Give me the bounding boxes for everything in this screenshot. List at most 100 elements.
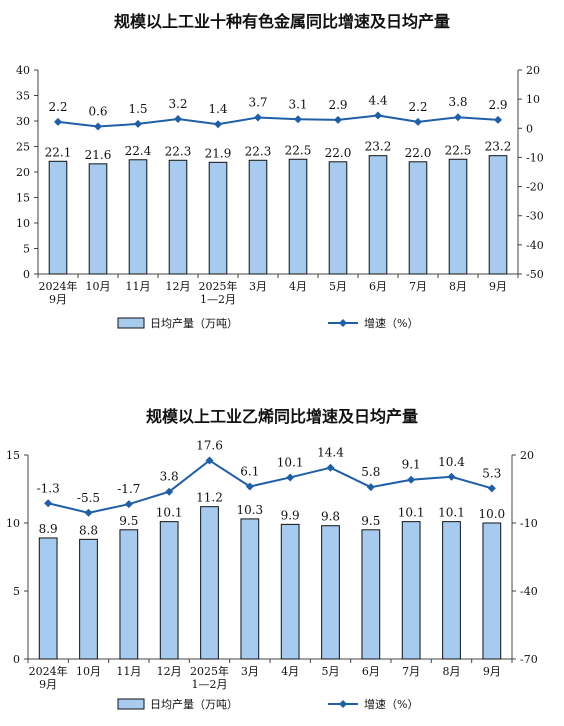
bar-data-label: 8.8 [79,523,98,537]
left-tick-label: 30 [16,115,30,128]
line-point [374,111,382,120]
line-data-label: 10.4 [438,455,465,469]
bar [119,529,139,660]
x-tick-label: 11月 [126,280,151,293]
bar-data-label: 10.1 [438,506,465,520]
chart-plot-nonferrous: 0 5 10 15 20 25 30 35 40 -50 -40 -30 -20 -10 0 10 20 2024… [16,64,544,330]
x-tick-label: 2024年 9月 [39,279,78,306]
x-tick-label: 11月 [116,665,141,678]
bar-data-label: 10.3 [236,503,263,517]
x-tick-label: 12月 [166,280,191,293]
right-tick-label: -10 [520,517,538,530]
line-data-label: 1.5 [128,102,147,116]
x-tick-label: 10月 [86,280,111,293]
bar-data-label: 10.1 [398,506,425,520]
x-tick-label: 2024年 9月 [29,664,68,691]
bar-data-label: 22.3 [245,144,272,158]
line-point [487,484,496,493]
bar [48,160,68,275]
line-data-label: 5.3 [482,466,501,480]
bar-data-label: 21.6 [85,148,112,162]
left-tick-label: 35 [16,90,30,103]
line-data-label: 14.4 [317,446,344,460]
line-data-label: 2.9 [328,98,347,112]
line-data-label: 10.1 [277,455,304,469]
line-point [174,114,182,123]
bar [79,538,98,660]
line-data-label: 9.1 [402,458,421,472]
bar [168,159,188,275]
line-point [54,117,62,126]
bar-data-label: 22.5 [285,143,312,157]
bar-data-label: 9.5 [119,514,138,528]
bar [88,163,108,275]
bar-data-label: 8.9 [39,522,58,536]
right-tick-label: -40 [520,585,538,598]
line-point [84,508,93,517]
right-tick-label: -70 [520,653,538,666]
right-tick-label: -20 [526,181,544,194]
chart-plot-ethylene: 0 5 10 15 -70 -40 -10 20 2024年 9月 10月 11月 12月 2025年 1—… [6,438,538,711]
x-tick-label: 6月 [362,665,380,678]
bar-data-label: 21.9 [205,146,232,160]
left-tick-label: 0 [13,653,20,666]
x-tick-label: 7月 [402,665,420,678]
bar [200,506,219,660]
bar [159,521,179,660]
x-tick-label: 2025年 1—2月 [199,279,238,306]
left-tick-label: 15 [16,192,30,205]
line-data-label: 3.2 [168,97,187,111]
x-tick-label: 9月 [483,665,501,678]
bar [248,159,268,275]
line-data-label: -1.7 [117,482,140,496]
bar [488,155,508,275]
legend-bar-swatch [117,698,145,710]
x-tick-label: 3月 [249,280,267,293]
bar [368,155,388,275]
line-data-label: 5.8 [361,465,380,479]
line-point [44,499,53,508]
bar-data-label: 9.9 [281,508,300,522]
left-tick-label: 5 [13,585,20,598]
line-data-label: -5.5 [77,491,100,505]
bar [321,525,340,660]
line-point [214,120,222,129]
legend-line-label: 增速（%） [364,697,418,711]
chart-title: 规模以上工业乙烯同比增速及日均产量 [145,407,418,426]
bar [482,522,502,660]
line-data-label: 17.6 [196,438,223,452]
right-tick-label: 20 [520,449,534,462]
bar-data-label: 9.5 [361,514,380,528]
legend-bar-label: 日均产量（万吨） [150,316,238,330]
x-tick-label: 8月 [449,280,467,293]
line-point [494,115,502,124]
line-point [254,113,262,122]
line-data-label: 1.4 [208,102,227,116]
chart-ethylene: 规模以上工业乙烯同比增速及日均产量 0 5 10 15 -70 -40 -10 20 2024年… [0,395,564,726]
line-point [124,500,133,509]
x-tick-label: 3月 [241,665,259,678]
legend-bar-label: 日均产量（万吨） [150,697,238,711]
x-tick-label: 12月 [157,665,182,678]
line-data-label: 3.1 [288,97,307,111]
bar-data-label: 10.1 [156,506,183,520]
line-data-label: 2.9 [488,98,507,112]
left-tick-label: 10 [16,217,30,230]
line-point [245,482,254,491]
line-point [407,475,416,484]
x-tick-label: 7月 [409,280,427,293]
right-tick-label: -50 [526,268,544,281]
bar [361,529,381,660]
line-point [414,117,422,126]
line-data-label: 4.4 [368,93,387,107]
right-tick-label: 0 [526,122,533,135]
bar [280,523,300,660]
bar [240,518,260,660]
bar-data-label: 22.5 [445,143,472,157]
legend-line-label: 增速（%） [364,316,418,330]
bar [208,161,228,275]
line-point [134,119,142,128]
line-data-label: 2.2 [408,100,427,114]
legend-bar-swatch [117,317,145,329]
x-tick-label: 4月 [289,280,307,293]
